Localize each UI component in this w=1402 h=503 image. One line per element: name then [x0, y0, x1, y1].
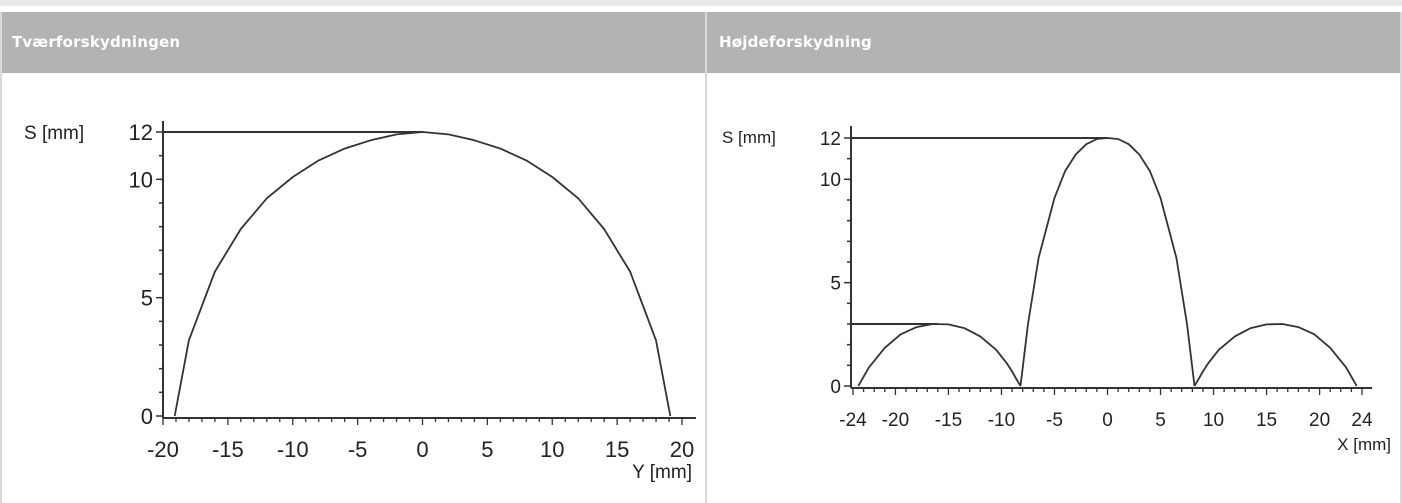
x-tick-label: -20	[882, 410, 909, 431]
x-tick-label: -5	[348, 437, 368, 462]
x-tick-label: -15	[212, 437, 244, 462]
y-tick-label: 0	[141, 404, 153, 429]
y-axis-label: S [mm]	[722, 128, 776, 147]
panel-title: Højdeforskydning	[707, 12, 1400, 73]
x-axis-label: X [mm]	[1337, 435, 1391, 454]
displacement-curve	[1193, 323, 1358, 387]
x-tick-label: -5	[1046, 410, 1063, 431]
displacement-curve	[1019, 137, 1196, 387]
x-tick-label: 20	[1309, 410, 1330, 431]
x-tick-label: 15	[605, 437, 629, 462]
y-tick-label: 5	[141, 286, 153, 311]
chart-area: 0 5 10 12 -24 -20 -15 -10 -5 0 5 10 15 20 24 S [mm] X [m…	[707, 73, 1400, 503]
lateral-displacement-chart: 0 5 10 12 -20 -15 -10 -5 0 5 10 15 20 S [mm] Y [mm]	[24, 120, 696, 483]
x-tick-label: -20	[147, 437, 179, 462]
panel-lateral-displacement: Tværforskydningen 0 5 10 12 -20 -15 -10 -5 0 5 10 1…	[0, 12, 707, 503]
x-tick-label: 10	[540, 437, 564, 462]
y-tick-label: 10	[129, 167, 153, 192]
x-axis-label: Y [mm]	[632, 462, 692, 483]
y-tick-label: 10	[820, 170, 841, 191]
x-tick-label: -15	[935, 410, 962, 431]
y-tick-label: 12	[129, 120, 153, 145]
x-tick-label: 20	[670, 437, 694, 462]
y-tick-label: 12	[820, 129, 841, 150]
displacement-curve	[857, 323, 1022, 387]
x-tick-label: -10	[988, 410, 1015, 431]
x-tick-label: 24	[1351, 410, 1373, 431]
x-tick-label: -24	[839, 410, 867, 431]
y-axis-label: S [mm]	[24, 123, 84, 144]
height-displacement-chart: 0 5 10 12 -24 -20 -15 -10 -5 0 5 10 15 20 24 S [mm] X [m…	[722, 126, 1391, 454]
x-tick-label: 5	[481, 437, 493, 462]
panel-height-displacement: Højdeforskydning 0 5 10 12 -24 -20 -15 -10 -5 0 5 1…	[707, 12, 1402, 503]
x-tick-label: 10	[1203, 410, 1224, 431]
displacement-curve	[173, 131, 672, 417]
y-tick-label: 5	[830, 274, 841, 295]
x-tick-label: 0	[1102, 410, 1113, 431]
panel-title: Tværforskydningen	[2, 12, 705, 73]
y-tick-label: 0	[830, 377, 841, 398]
x-tick-label: 15	[1256, 410, 1277, 431]
x-tick-label: -10	[277, 437, 309, 462]
chart-area: 0 5 10 12 -20 -15 -10 -5 0 5 10 15 20 S [mm] Y [mm]	[2, 73, 705, 503]
x-tick-label: 5	[1155, 410, 1166, 431]
x-tick-label: 0	[416, 437, 428, 462]
